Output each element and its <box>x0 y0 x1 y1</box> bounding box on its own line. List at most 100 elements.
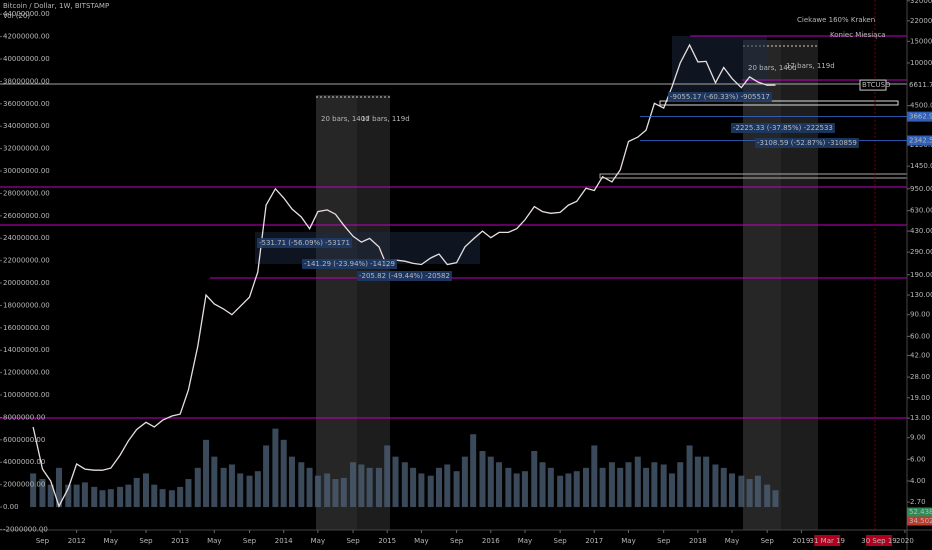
annotation: -531.71 (-56.09%) -53171 <box>259 239 350 247</box>
volume-bar <box>91 486 98 508</box>
x-tick-label: May <box>414 537 428 545</box>
volume-bar <box>237 473 244 508</box>
volume-bar <box>350 462 357 508</box>
volume-bar <box>720 467 727 508</box>
y-tick-label: 60.00 <box>910 332 930 340</box>
x-tick-label: 2016 <box>482 537 500 545</box>
volume-bar <box>185 479 192 508</box>
volume-bar <box>410 467 417 508</box>
zone-box <box>659 100 899 106</box>
volume-bar <box>660 464 667 508</box>
volume-bar <box>634 456 641 508</box>
y-tick-label: 4500.00 <box>910 102 932 110</box>
x-tick-label: 2019 <box>792 537 810 545</box>
y2-tick-label: 24000000.00 <box>3 234 50 242</box>
x-tick-label: May <box>207 537 221 545</box>
volume-bar <box>686 445 693 508</box>
annotation: -9055.17 (-60.33%) -905517 <box>670 93 770 101</box>
x-tick-label: May <box>104 537 118 545</box>
volume-bar <box>133 477 140 508</box>
volume-bar <box>228 464 235 508</box>
volume-bar <box>444 464 451 508</box>
volume-bar <box>263 445 270 508</box>
y-tick-label: 130.00 <box>910 291 932 299</box>
y-tick-label: 430.00 <box>910 227 932 235</box>
y2-tick-label: 44000000.00 <box>3 10 50 18</box>
symbol-label: BTCUSD <box>862 81 891 89</box>
y-tick-label: 950.00 <box>910 185 932 193</box>
time-window <box>743 40 781 530</box>
annotation-box <box>257 238 352 248</box>
y2-tick-label: 22000000.00 <box>3 257 50 265</box>
volume-bar <box>651 462 658 508</box>
annotation: 17 bars, 119d <box>786 62 835 70</box>
volume-bar <box>117 486 124 508</box>
annotation-box <box>731 123 835 133</box>
annotation-box <box>755 138 859 148</box>
y2-tick-label: 34000000.00 <box>3 122 50 130</box>
volume-bar <box>99 490 106 508</box>
y-tick-label: 32000.00 <box>910 0 932 5</box>
x-tick-label: Sep <box>243 537 257 545</box>
y-tick-label: 4.00 <box>910 477 926 485</box>
price-line <box>32 43 776 508</box>
volume-bar <box>547 467 554 508</box>
volume-bar <box>151 484 158 508</box>
indicator-badge <box>907 516 932 526</box>
volume-bar <box>177 486 184 508</box>
x-tick-label: 2014 <box>275 537 293 545</box>
y-tick-label: 28.00 <box>910 373 930 381</box>
volume-bar <box>65 484 72 508</box>
volume-bar <box>366 467 373 508</box>
volume-bar <box>531 451 538 508</box>
volume-bar <box>392 456 399 508</box>
y-tick-label: 22000.00 <box>910 17 932 25</box>
volume-bar <box>513 473 520 508</box>
date-badge <box>866 535 893 546</box>
annotation: -205.82 (-49.44%) -20582 <box>359 272 450 280</box>
annotation: -141.29 (-23.94%) -14129 <box>304 260 395 268</box>
level-label: 3662.99 <box>909 113 932 121</box>
volume-bar <box>470 434 477 508</box>
volume-bar <box>643 467 650 508</box>
volume-bar <box>625 462 632 508</box>
x-tick-label: Sep <box>139 537 153 545</box>
y2-tick-label: 40000000.00 <box>3 55 50 63</box>
level-badge <box>907 135 932 146</box>
volume-bar <box>764 484 771 508</box>
x-tick-label: 2012 <box>68 537 86 545</box>
volume-bar <box>539 462 546 508</box>
volume-bar <box>107 489 114 508</box>
level-label: 2342.57 <box>909 137 932 145</box>
y-tick-label: 1450.00 <box>910 162 932 170</box>
date-badge <box>814 535 841 546</box>
volume-bar <box>246 475 253 508</box>
last-price-label: 6611.79 <box>909 81 932 89</box>
chart-title: Bitcoin / Dollar, 1W, BITSTAMP <box>3 2 109 10</box>
volume-bar <box>599 467 606 508</box>
volume-bar <box>142 473 149 508</box>
y-tick-label: 13.00 <box>910 414 930 422</box>
symbol-badge <box>859 79 887 91</box>
volume-bar <box>324 473 331 508</box>
volume-bar <box>521 471 528 508</box>
y-tick-label: 19.00 <box>910 394 930 402</box>
volume-bar <box>211 456 218 508</box>
y2-tick-label: 8000000.00 <box>3 413 45 421</box>
y-tick-label: 190.00 <box>910 271 932 279</box>
volume-bar <box>617 467 624 508</box>
volume-bar <box>168 490 175 508</box>
volume-bar <box>81 482 88 508</box>
volume-bar <box>772 490 779 508</box>
annotation: Koniec Miesiąca <box>830 31 886 39</box>
volume-bar <box>487 456 494 508</box>
x-tick-label: 2020 <box>896 537 914 545</box>
volume-bar <box>125 484 132 508</box>
y2-tick-label: 16000000.00 <box>3 324 50 332</box>
x-tick-label: May <box>725 537 739 545</box>
annotation: Ciekawe 160% Kraken <box>797 16 875 24</box>
volume-bar <box>30 473 37 508</box>
x-tick-label: May <box>518 537 532 545</box>
